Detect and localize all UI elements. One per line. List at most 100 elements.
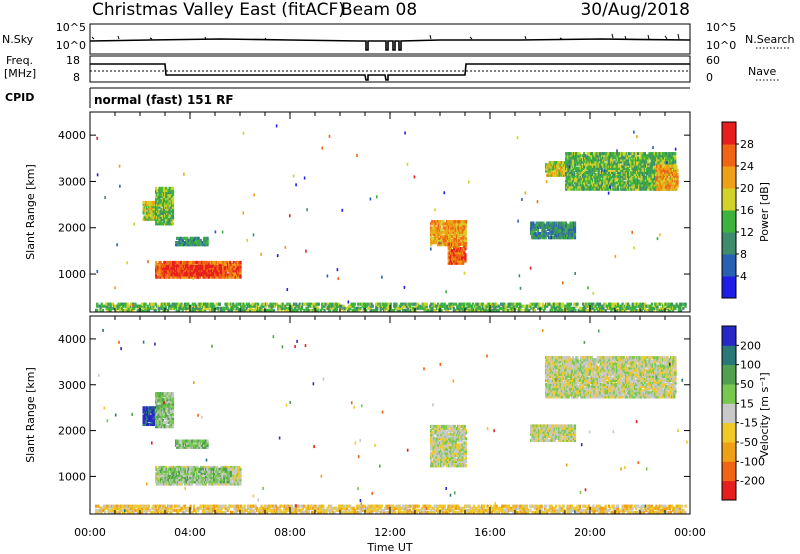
power-cell [633,187,636,191]
power-cell [169,271,172,275]
power-cell [293,302,296,306]
power-cell [564,221,568,225]
power-cell [431,226,434,230]
power-cell [178,302,181,306]
power-cell [550,234,553,238]
power-cell [443,191,446,195]
power-cell [568,162,571,166]
power-cell [649,170,652,174]
power-cell [447,308,450,312]
power-cell [394,306,397,310]
power-cell [638,181,641,185]
power-cell [479,306,482,310]
power-cell [569,306,572,310]
power-cell [555,173,558,177]
power-cell [187,269,190,273]
power-cell [561,304,565,308]
power-cell [597,170,600,174]
power-cell [602,177,605,181]
power-cell [600,308,603,312]
power-cell [146,308,149,312]
power-cell [570,152,573,156]
power-cell [291,304,295,308]
power-cell [232,306,235,310]
power-cell [148,203,151,207]
power-cell [160,271,163,275]
power-cell [233,265,236,269]
power-cell [620,177,623,181]
power-cell [181,308,184,312]
power-cell [595,302,598,306]
power-cell [558,231,561,236]
power-cell [553,229,556,234]
power-cell [651,172,654,177]
power-cell [585,185,588,189]
power-cell [148,205,151,209]
power-cell [578,185,581,189]
power-cell [624,175,627,179]
power-cell [564,227,568,231]
velocity-cell [156,476,159,480]
power-cell [160,306,163,310]
power-cell [275,124,278,128]
power-cell [151,215,154,219]
power-cell [482,302,485,306]
power-cell [611,166,614,170]
power-cell [209,266,212,271]
power-cell [214,271,217,275]
power-cell [132,308,135,312]
power-cell [544,231,547,236]
power-cell [220,260,223,265]
power-cell [379,306,382,310]
power-cell [632,158,635,162]
power-cell [184,275,187,279]
power-cell [550,304,553,308]
power-cell [441,220,444,224]
power-cell [544,225,547,229]
freq-left-tick-top: 18 [66,54,80,67]
power-cell [656,158,659,162]
power-cell [222,260,225,265]
power-cell [541,302,544,306]
power-colorbar-swatch [722,254,736,277]
power-cell [365,308,368,312]
power-cell [295,304,298,308]
noise-sky-trace [89,38,691,51]
power-cell [620,164,623,168]
power-cell [466,302,469,306]
power-cell [629,187,632,191]
power-cell [395,302,398,306]
power-cell [464,244,467,249]
power-cell [566,175,569,179]
power-cell [574,272,576,275]
power-cell [606,162,609,166]
power-cell [656,237,659,241]
power-cell [233,275,236,279]
power-cell [417,304,421,308]
power-cell [173,306,176,310]
power-cell [622,183,625,187]
power-cell [205,304,208,308]
power-cell [637,302,640,306]
power-cell [606,183,609,187]
power-cell [153,207,156,211]
power-cell [633,156,636,160]
power-cell [584,175,587,179]
power-cell [606,160,609,164]
power-cell [650,181,653,185]
power-cell [615,152,618,156]
power-cell [133,304,136,308]
power-cell [584,172,587,177]
power-cell [321,146,324,150]
power-cell [299,304,302,308]
power-cell [638,166,641,170]
power-cell [178,306,181,310]
power-cell [165,191,168,195]
power-cell [403,308,406,312]
power-cell [353,308,356,312]
power-cell [189,308,192,312]
power-cell [531,221,534,225]
power-cell [359,302,362,306]
power-cell [211,260,214,265]
power-cell [558,308,561,312]
